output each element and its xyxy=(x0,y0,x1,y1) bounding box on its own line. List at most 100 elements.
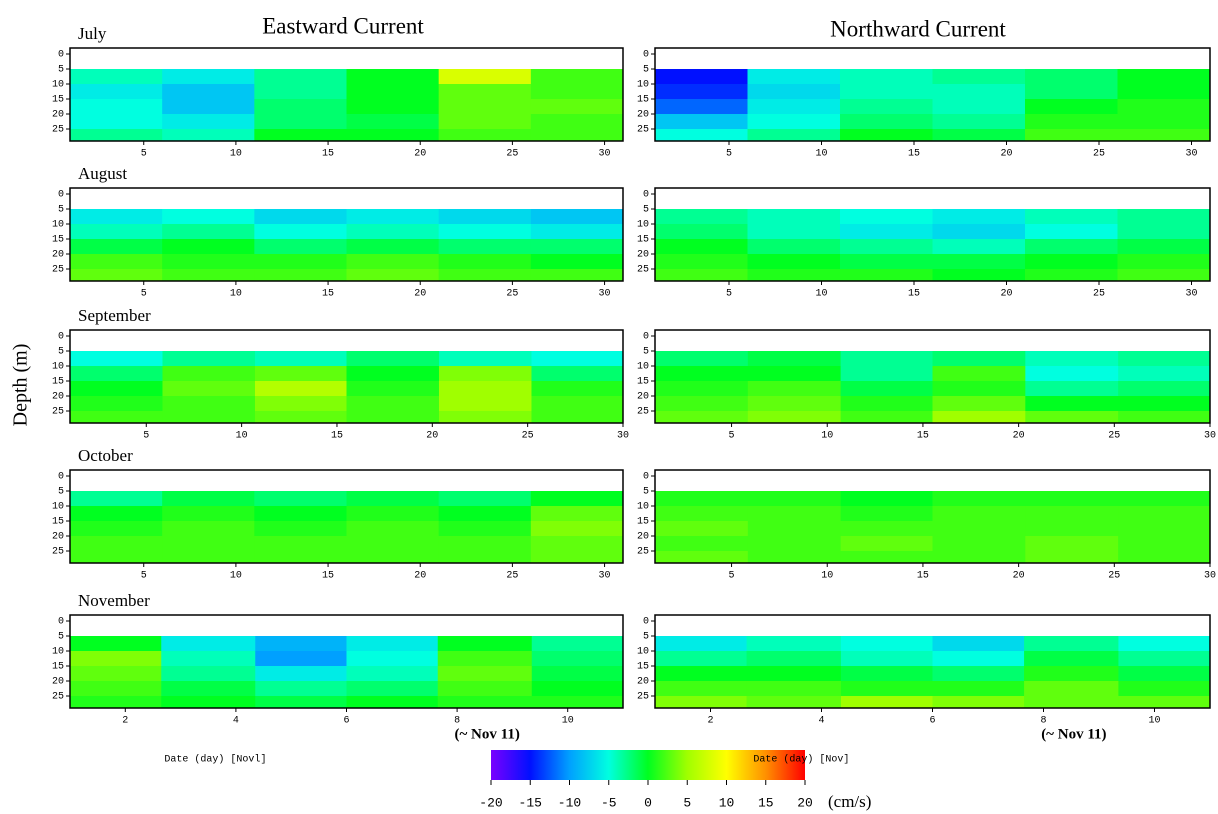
heatmap-cell xyxy=(162,381,256,397)
heatmap-cell xyxy=(655,491,749,507)
y-tick-label: 15 xyxy=(637,235,649,246)
heatmap-cell xyxy=(438,254,532,270)
heatmap-cell xyxy=(254,411,347,424)
heatmap-cell xyxy=(1118,521,1211,537)
plot-frame xyxy=(69,187,624,282)
heatmap-cell xyxy=(346,536,440,552)
heatmap-cell xyxy=(254,84,347,100)
heatmap-cell xyxy=(162,209,255,225)
heatmap-cell xyxy=(254,129,347,142)
panel-title: August xyxy=(78,164,127,183)
heatmap-cell xyxy=(746,681,842,697)
heatmap-cell xyxy=(746,666,842,682)
colorbar xyxy=(491,750,805,780)
colorbar-tick-label: 5 xyxy=(683,795,691,810)
heatmap-cell xyxy=(438,99,532,115)
heatmap-cell xyxy=(747,381,842,397)
heatmap-cell xyxy=(1118,396,1211,412)
heatmap-cell xyxy=(70,681,162,697)
y-tick-label: 15 xyxy=(52,517,64,528)
y-tick-label: 0 xyxy=(58,332,64,343)
heatmap-cell xyxy=(655,69,748,85)
x-tick-label: 6 xyxy=(929,716,935,727)
heatmap-cell xyxy=(1117,239,1211,255)
plot-frame xyxy=(69,329,624,424)
heatmap-cell xyxy=(255,636,347,652)
heatmap-cell xyxy=(70,396,163,412)
heatmap-cell xyxy=(840,636,933,652)
y-tick-label: 15 xyxy=(52,235,64,246)
x-tick-label: 30 xyxy=(617,431,629,442)
heatmap-cell xyxy=(70,99,163,115)
heatmap-cell xyxy=(162,411,256,424)
heatmap-cell xyxy=(346,491,440,507)
heatmap-cell xyxy=(530,99,624,115)
heatmap-cell xyxy=(1025,521,1119,537)
heatmap-cell xyxy=(747,551,842,564)
heatmap-cell xyxy=(747,224,841,240)
y-tick-label: 10 xyxy=(637,362,649,373)
heatmap-cell xyxy=(655,99,748,115)
x-tick-label: 5 xyxy=(726,149,732,160)
heatmap-cell xyxy=(254,254,347,270)
y-tick-label: 10 xyxy=(637,502,649,513)
panel-title: October xyxy=(78,446,133,465)
heatmap-cell xyxy=(346,411,440,424)
heatmap-cell xyxy=(531,366,624,382)
heatmap-cell xyxy=(530,551,624,564)
heatmap-cell xyxy=(346,254,440,270)
heatmap-cell xyxy=(346,114,440,130)
heatmap-cell xyxy=(1024,681,1119,697)
heatmap-cell xyxy=(162,351,256,367)
x-tick-label: 25 xyxy=(1093,289,1105,300)
heatmap-cell xyxy=(840,551,933,564)
heatmap-cell xyxy=(1025,351,1119,367)
heatmap-cell xyxy=(162,536,255,552)
heatmap-cell xyxy=(747,351,842,367)
heatmap-cell xyxy=(438,209,532,225)
x-tick-label: 15 xyxy=(331,431,343,442)
heatmap-cell xyxy=(655,366,749,382)
heatmap-cell xyxy=(346,84,440,100)
x-tick-label: 30 xyxy=(599,289,611,300)
heatmap-cell xyxy=(530,536,624,552)
heatmap-cell xyxy=(655,551,749,564)
y-tick-label: 10 xyxy=(637,647,649,658)
heatmap-cell xyxy=(1025,506,1119,522)
y-tick-label: 20 xyxy=(637,532,649,543)
y-tick-label: 10 xyxy=(52,647,64,658)
heatmap-cell xyxy=(1117,99,1211,115)
y-tick-label: 25 xyxy=(637,265,649,276)
heatmap-cell xyxy=(161,666,256,682)
heatmap-cell xyxy=(346,381,440,397)
heatmap-cell xyxy=(932,666,1025,682)
heatmap-cell xyxy=(655,521,749,537)
heatmap-cell xyxy=(655,269,748,282)
y-tick-label: 5 xyxy=(643,632,649,643)
x-tick-label: 30 xyxy=(599,571,611,582)
heatmap-cell xyxy=(70,114,163,130)
x-tick-label: 10 xyxy=(236,431,248,442)
heatmap-cell xyxy=(840,666,933,682)
x-tick-label: 25 xyxy=(506,289,518,300)
heatmap-cell xyxy=(70,411,163,424)
heatmap-cell xyxy=(70,269,163,282)
x-tick-label: 10 xyxy=(230,149,242,160)
y-tick-label: 5 xyxy=(58,632,64,643)
heatmap-cell xyxy=(932,651,1025,667)
heatmap-cell xyxy=(70,224,163,240)
y-tick-label: 15 xyxy=(52,377,64,388)
heatmap-cell xyxy=(70,351,163,367)
x-tick-label: 25 xyxy=(506,149,518,160)
x-axis-label: Date (day) [Nov] xyxy=(753,754,849,766)
heatmap-cell xyxy=(932,696,1025,709)
annotation: (~ Nov 11) xyxy=(1041,726,1106,742)
heatmap-cell xyxy=(438,129,532,142)
heatmap-cell xyxy=(162,269,255,282)
heatmap-cell xyxy=(530,521,624,537)
heatmap-cell xyxy=(932,114,1026,130)
heatmap-cell xyxy=(438,506,532,522)
y-tick-label: 25 xyxy=(637,125,649,136)
heatmap-cell xyxy=(1117,69,1211,85)
heatmap-cell xyxy=(162,69,255,85)
